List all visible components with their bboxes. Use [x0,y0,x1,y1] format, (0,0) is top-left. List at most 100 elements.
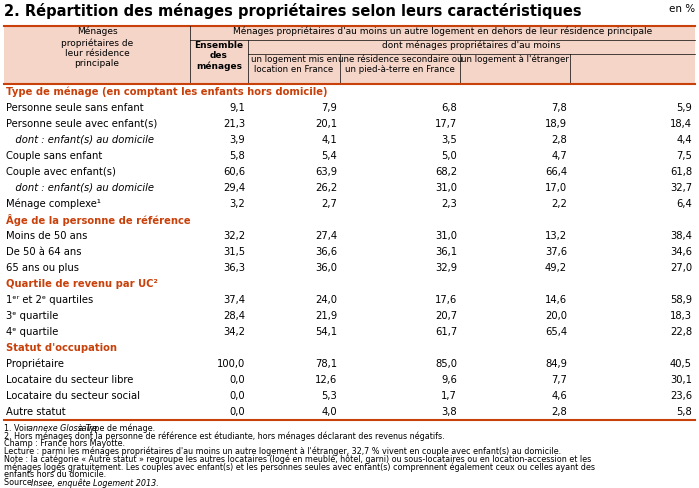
Text: 2. Répartition des ménages propriétaires selon leurs caractéristiques: 2. Répartition des ménages propriétaires… [4,3,582,19]
Text: 32,9: 32,9 [435,263,457,273]
Text: Ménages
propriétaires de
leur résidence
principale: Ménages propriétaires de leur résidence … [61,27,133,68]
Text: 3,2: 3,2 [229,199,245,209]
Text: 13,2: 13,2 [545,231,567,241]
Text: 32,2: 32,2 [223,231,245,241]
Text: 34,6: 34,6 [670,247,692,257]
Text: Moins de 50 ans: Moins de 50 ans [6,231,87,241]
Text: 31,0: 31,0 [435,231,457,241]
Text: Personne seule sans enfant: Personne seule sans enfant [6,103,143,113]
Text: 6,4: 6,4 [676,199,692,209]
Text: 0,0: 0,0 [229,390,245,401]
Text: Lecture : parmi les ménages propriétaires d'au moins un autre logement à l'étran: Lecture : parmi les ménages propriétaire… [4,447,561,456]
Text: 31,0: 31,0 [435,183,457,193]
Text: Personne seule avec enfant(s): Personne seule avec enfant(s) [6,119,157,129]
Text: 36,1: 36,1 [435,247,457,257]
Text: 9,1: 9,1 [229,103,245,113]
Text: Type de ménage (en comptant les enfants hors domicile): Type de ménage (en comptant les enfants … [6,87,328,97]
Text: Couple sans enfant: Couple sans enfant [6,151,102,161]
Text: 34,2: 34,2 [223,326,245,337]
Text: Locataire du secteur social: Locataire du secteur social [6,390,140,401]
Text: 27,0: 27,0 [670,263,692,273]
Text: 17,7: 17,7 [435,119,457,129]
Text: 2,3: 2,3 [441,199,457,209]
Text: 2,8: 2,8 [552,135,567,145]
Text: 37,6: 37,6 [545,247,567,257]
Text: 18,4: 18,4 [670,119,692,129]
Text: 0,0: 0,0 [229,407,245,417]
Text: 5,8: 5,8 [229,151,245,161]
Text: un logement mis en
location en France: un logement mis en location en France [251,55,337,74]
Text: Âge de la personne de référence: Âge de la personne de référence [6,214,191,226]
Text: 3ᵉ quartile: 3ᵉ quartile [6,311,59,321]
Text: 36,3: 36,3 [223,263,245,273]
Text: Champ : France hors Mayotte.: Champ : France hors Mayotte. [4,439,125,448]
Text: 12,6: 12,6 [315,375,337,385]
Text: Couple avec enfant(s): Couple avec enfant(s) [6,167,116,177]
Text: 63,9: 63,9 [315,167,337,177]
Text: Propriétaire: Propriétaire [6,358,64,369]
Text: 61,8: 61,8 [670,167,692,177]
Text: 60,6: 60,6 [223,167,245,177]
Text: 23,6: 23,6 [670,390,692,401]
Text: Insee, enquête Logement 2013.: Insee, enquête Logement 2013. [31,478,159,488]
Text: Ménages propriétaires d'au moins un autre logement en dehors de leur résidence p: Ménages propriétaires d'au moins un autr… [233,27,652,37]
Text: dont : enfant(s) au domicile: dont : enfant(s) au domicile [6,135,154,145]
Text: 32,7: 32,7 [670,183,692,193]
Text: 100,0: 100,0 [217,359,245,368]
Text: 7,8: 7,8 [552,103,567,113]
Text: dont : enfant(s) au domicile: dont : enfant(s) au domicile [6,183,154,193]
Text: Locataire du secteur libre: Locataire du secteur libre [6,375,134,385]
Text: 37,4: 37,4 [223,295,245,305]
Text: 58,9: 58,9 [670,295,692,305]
Text: 3,9: 3,9 [229,135,245,145]
Text: 5,9: 5,9 [676,103,692,113]
Text: enfants hors du domicile.: enfants hors du domicile. [4,470,106,479]
Text: Ménage complexe¹: Ménage complexe¹ [6,199,101,209]
Text: 6,8: 6,8 [441,103,457,113]
Text: 7,9: 7,9 [321,103,337,113]
Text: 20,0: 20,0 [545,311,567,321]
Text: De 50 à 64 ans: De 50 à 64 ans [6,247,82,257]
Text: 30,1: 30,1 [670,375,692,385]
Text: 36,0: 36,0 [315,263,337,273]
Text: 7,7: 7,7 [551,375,567,385]
Text: 54,1: 54,1 [315,326,337,337]
Text: 2,2: 2,2 [551,199,567,209]
Text: 18,9: 18,9 [545,119,567,129]
Text: 85,0: 85,0 [435,359,457,368]
Text: 36,6: 36,6 [315,247,337,257]
Text: 20,7: 20,7 [435,311,457,321]
Text: 4,7: 4,7 [552,151,567,161]
Text: 18,3: 18,3 [670,311,692,321]
Text: 49,2: 49,2 [545,263,567,273]
Text: 66,4: 66,4 [545,167,567,177]
Text: 5,3: 5,3 [322,390,337,401]
Text: 5,8: 5,8 [676,407,692,417]
Text: 40,5: 40,5 [670,359,692,368]
Text: 20,1: 20,1 [315,119,337,129]
Text: 22,8: 22,8 [670,326,692,337]
Text: 61,7: 61,7 [435,326,457,337]
Text: Note : la catégorie « Autre statut » regroupe les autres locataires (logé en meu: Note : la catégorie « Autre statut » reg… [4,455,591,464]
Text: Statut d'occupation: Statut d'occupation [6,343,117,353]
Text: 21,3: 21,3 [223,119,245,129]
Text: en %: en % [669,4,695,14]
Text: 28,4: 28,4 [223,311,245,321]
Text: 7,5: 7,5 [676,151,692,161]
Text: Ensemble
des
ménages: Ensemble des ménages [194,41,243,71]
Text: 0,0: 0,0 [229,375,245,385]
Text: 5,4: 5,4 [322,151,337,161]
Text: 27,4: 27,4 [315,231,337,241]
Text: ménages logés gratuitement. Les couples avec enfant(s) et les personnes seules a: ménages logés gratuitement. Les couples … [4,463,595,472]
Text: 4,1: 4,1 [322,135,337,145]
Text: 17,6: 17,6 [435,295,457,305]
Text: 65 ans ou plus: 65 ans ou plus [6,263,79,273]
Text: 17,0: 17,0 [545,183,567,193]
Text: 14,6: 14,6 [545,295,567,305]
Text: 1ᵉʳ et 2ᵉ quartiles: 1ᵉʳ et 2ᵉ quartiles [6,295,93,305]
Text: une résidence secondaire ou
un pied-à-terre en France: une résidence secondaire ou un pied-à-te… [338,55,462,74]
Text: dont ménages propriétaires d'au moins: dont ménages propriétaires d'au moins [382,41,561,50]
Text: 84,9: 84,9 [545,359,567,368]
Text: 1. Voir: 1. Voir [4,424,32,432]
Text: 68,2: 68,2 [435,167,457,177]
